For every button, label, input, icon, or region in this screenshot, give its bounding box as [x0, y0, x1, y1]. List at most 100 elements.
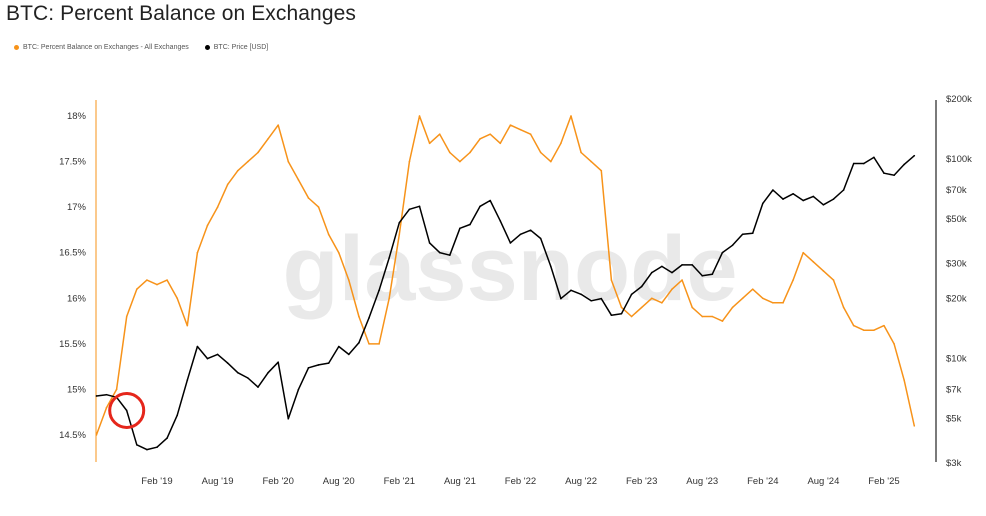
balance-point	[782, 302, 784, 304]
price-point	[691, 264, 693, 266]
price-point	[317, 364, 320, 366]
price-point	[196, 345, 199, 348]
legend-item-price[interactable]: BTC: Price [USD]	[204, 44, 269, 51]
price-point	[549, 265, 552, 268]
balance-point	[580, 151, 582, 154]
balance-point	[438, 133, 441, 136]
x-tick-label: Aug '22	[565, 476, 597, 487]
left-tick-label: 14.5%	[59, 430, 86, 441]
balance-point	[903, 379, 905, 382]
x-tick-label: Feb '22	[505, 476, 536, 487]
balance-point	[226, 183, 229, 186]
price-point	[287, 417, 290, 420]
price-point	[146, 448, 148, 451]
price-point	[842, 189, 845, 191]
balance-point	[449, 151, 451, 154]
price-point	[186, 379, 189, 381]
balance-point	[620, 306, 623, 309]
balance-point	[832, 279, 835, 281]
balance-point	[156, 283, 158, 286]
price-point	[489, 199, 492, 202]
price-point	[762, 202, 764, 205]
left-tick-label: 15%	[67, 384, 87, 395]
series-line-balance	[95, 115, 916, 436]
balance-points	[95, 115, 916, 436]
balance-point	[590, 160, 592, 163]
price-point	[630, 293, 633, 296]
balance-point	[630, 315, 633, 318]
price-point	[459, 227, 461, 230]
price-point	[600, 297, 603, 300]
price-point	[822, 204, 825, 206]
x-tick-label: Aug '20	[323, 476, 355, 487]
price-point	[105, 393, 108, 396]
balance-point	[883, 324, 885, 327]
right-tick-label: $5k	[946, 414, 962, 425]
price-point	[721, 251, 724, 254]
price-point	[247, 377, 249, 379]
balance-point	[146, 279, 148, 281]
balance-point	[428, 142, 431, 145]
balance-point	[549, 160, 552, 163]
price-point	[469, 223, 471, 226]
price-point	[590, 299, 592, 302]
price-point	[408, 208, 411, 211]
legend-label-balance: BTC: Percent Balance on Exchanges - All …	[23, 44, 189, 51]
price-point	[852, 162, 855, 165]
right-tick-label: $3k	[946, 458, 962, 469]
x-tick-label: Feb '24	[747, 476, 778, 487]
price-point	[792, 192, 794, 195]
legend-label-price: BTC: Price [USD]	[213, 44, 269, 51]
price-point	[499, 220, 502, 222]
balance-point	[731, 306, 734, 309]
x-tick-label: Aug '24	[807, 476, 839, 487]
balance-point	[348, 279, 350, 281]
price-point	[236, 371, 239, 374]
x-tick-label: Aug '23	[686, 476, 718, 487]
price-point	[701, 275, 704, 277]
balance-point	[691, 306, 693, 309]
price-point	[772, 189, 774, 191]
price-point	[529, 229, 532, 232]
x-tick-label: Feb '20	[262, 476, 293, 487]
price-point	[903, 163, 905, 166]
price-point	[560, 297, 562, 300]
balance-point	[337, 251, 340, 254]
right-axis-ticks: $200k $100k $70k $50k $30k $20k $10k $7k $5k $3k	[946, 94, 972, 469]
balance-point	[95, 434, 98, 436]
balance-point	[388, 297, 391, 300]
price-point	[125, 409, 128, 412]
price-point	[136, 444, 138, 446]
left-tick-label: 15.5%	[59, 339, 86, 350]
balance-point	[267, 137, 269, 140]
balance-point	[772, 302, 774, 304]
right-tick-label: $200k	[946, 94, 972, 105]
x-tick-label: Feb '23	[626, 476, 657, 487]
price-point	[449, 254, 451, 256]
balance-point	[236, 169, 239, 172]
price-point	[156, 446, 158, 448]
balance-point	[277, 124, 279, 126]
balance-point	[873, 329, 875, 331]
balance-point	[176, 297, 178, 300]
legend-item-balance[interactable]: BTC: Percent Balance on Exchanges - All …	[14, 44, 189, 51]
price-point	[509, 242, 512, 244]
balance-point	[812, 261, 815, 263]
balance-point	[105, 406, 108, 409]
price-point	[216, 353, 219, 356]
balance-point	[358, 315, 360, 318]
price-point	[337, 345, 340, 348]
x-tick-label: Aug '21	[444, 476, 476, 487]
balance-point	[418, 115, 421, 117]
price-point	[539, 237, 542, 240]
balance-point	[792, 279, 794, 281]
balance-point	[499, 142, 502, 145]
right-tick-label: $30k	[946, 258, 967, 269]
price-point	[620, 312, 623, 315]
balance-point	[640, 306, 643, 309]
annotation-circle	[108, 391, 146, 429]
balance-point	[863, 329, 865, 331]
right-tick-label: $50k	[946, 214, 967, 225]
balance-point	[519, 128, 522, 131]
